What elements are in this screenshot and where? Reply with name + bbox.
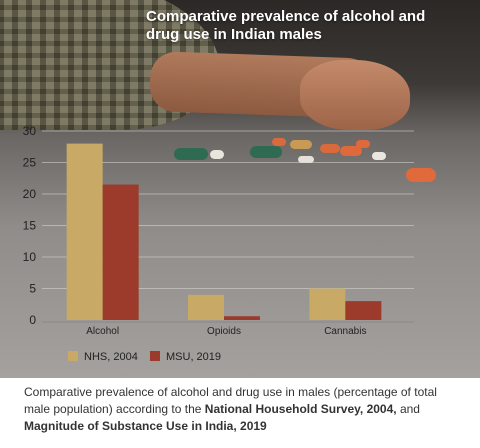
pill-image: [272, 138, 286, 146]
x-tick-label: Opioids: [207, 326, 241, 337]
bar: [66, 143, 103, 320]
y-tick-label: 20: [23, 187, 37, 201]
bar-chart: 0 5 10 15 20 25 30 Alcohol Opioids Cannabis NHS, …: [23, 124, 414, 363]
x-tick-label: Alcohol: [86, 326, 119, 337]
bar: [309, 288, 346, 320]
pill-image: [210, 150, 224, 159]
legend-label: MSU, 2019: [166, 351, 221, 363]
y-tick-label: 30: [23, 124, 37, 138]
x-tick-label: Cannabis: [324, 326, 366, 337]
pill-image: [174, 148, 208, 160]
caption-text: and: [396, 402, 420, 416]
y-tick-label: 15: [23, 219, 37, 233]
y-tick-label: 5: [29, 282, 36, 296]
pill-image: [340, 146, 362, 156]
pill-image: [290, 140, 312, 149]
pill-image: [250, 146, 282, 158]
bar: [345, 301, 382, 320]
bar: [224, 316, 260, 320]
y-tick-label: 0: [29, 313, 36, 327]
legend-swatch: [150, 351, 160, 361]
y-tick-label: 10: [23, 250, 37, 264]
bar: [102, 184, 139, 320]
legend-label: NHS, 2004: [84, 351, 138, 363]
caption-text: Comparative prevalence of alcohol and dr…: [24, 385, 437, 416]
hand-image: [300, 60, 410, 130]
legend-swatch: [68, 351, 78, 361]
pill-image: [298, 156, 314, 163]
figure-caption: Comparative prevalence of alcohol and dr…: [24, 384, 464, 435]
caption-source-msu: Magnitude of Substance Use in India, 201…: [24, 419, 267, 433]
bar: [188, 294, 224, 320]
pill-image: [372, 152, 386, 160]
pill-image: [356, 140, 370, 148]
pill-image: [406, 168, 436, 182]
chart-title: Comparative prevalence of alcohol and dr…: [146, 8, 426, 43]
y-tick-label: 25: [23, 156, 37, 170]
caption-source-nhs: National Household Survey, 2004,: [204, 402, 397, 416]
pill-image: [320, 144, 340, 153]
